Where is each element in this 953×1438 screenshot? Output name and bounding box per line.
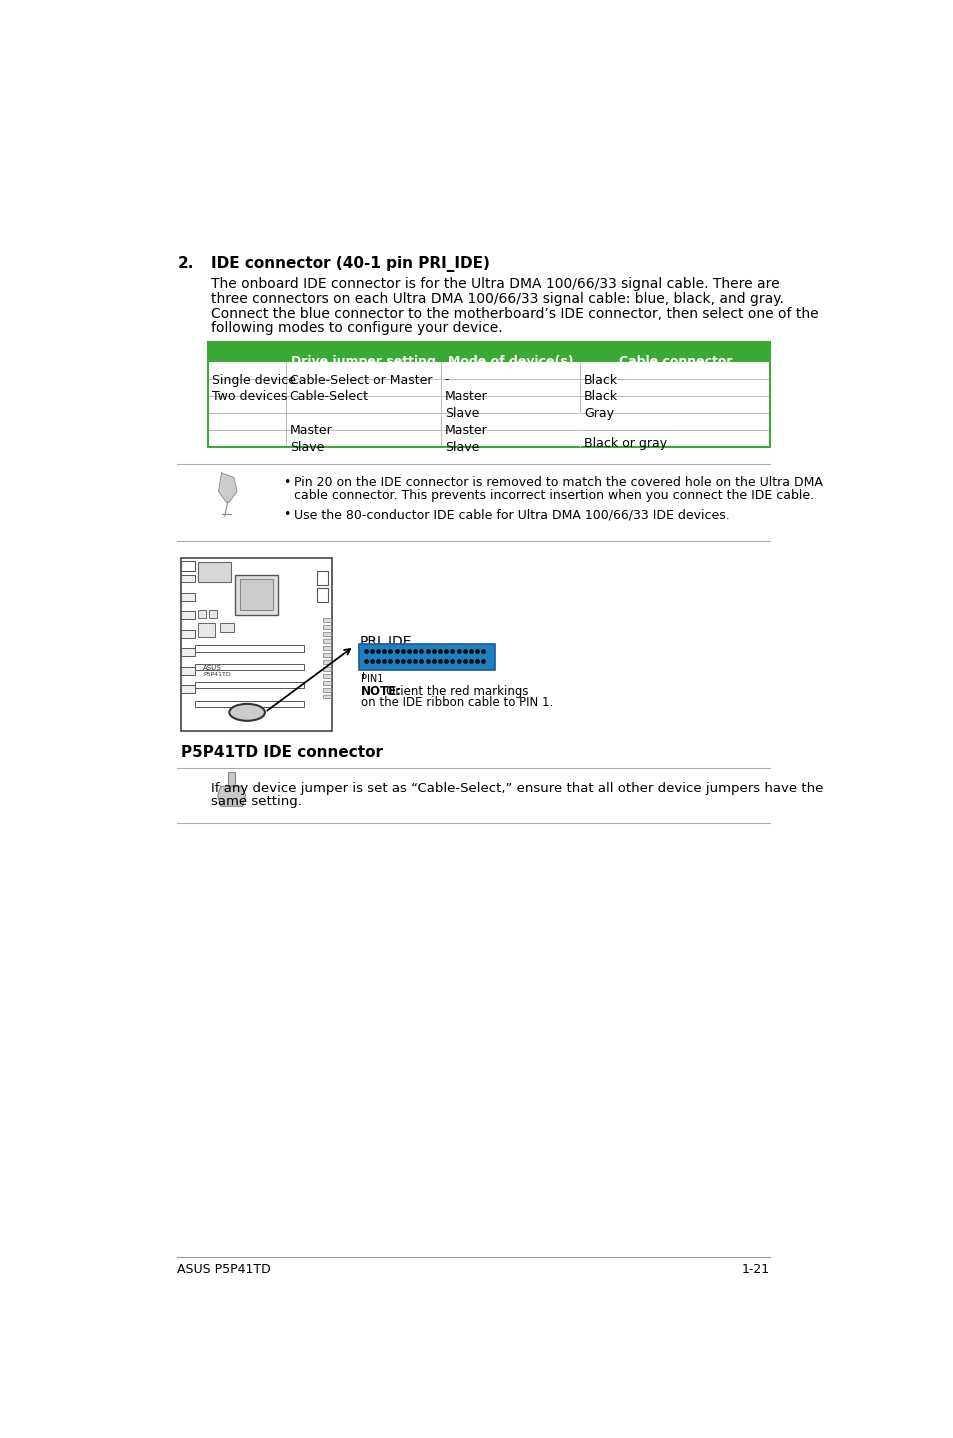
Bar	[323, 687, 331, 692]
Bar	[181, 630, 195, 637]
Text: Mode of device(s): Mode of device(s)	[447, 355, 573, 368]
Text: Master: Master	[444, 391, 487, 404]
Ellipse shape	[229, 703, 265, 720]
Bar	[359, 644, 495, 670]
Polygon shape	[218, 473, 236, 502]
Bar	[323, 695, 331, 699]
Bar	[316, 571, 328, 585]
Text: Gray: Gray	[583, 407, 614, 420]
Text: Cable connector: Cable connector	[618, 355, 731, 368]
Text: Use the 80-conductor IDE cable for Ultra DMA 100/66/33 IDE devices.: Use the 80-conductor IDE cable for Ultra…	[294, 508, 729, 522]
Text: same setting.: same setting.	[211, 795, 301, 808]
Bar	[181, 667, 195, 674]
Bar	[323, 674, 331, 677]
Text: Black: Black	[583, 391, 618, 404]
Bar	[323, 680, 331, 684]
Bar	[195, 682, 303, 689]
Bar	[579, 413, 580, 447]
Bar	[195, 646, 303, 651]
Text: Black or gray: Black or gray	[583, 437, 667, 450]
Text: Slave: Slave	[444, 441, 478, 454]
Text: Black: Black	[583, 374, 618, 387]
Bar	[323, 633, 331, 636]
Text: Slave: Slave	[444, 407, 478, 420]
Bar	[181, 558, 332, 731]
Bar	[235, 575, 278, 614]
Text: PIN1: PIN1	[360, 674, 383, 684]
Text: ASUS P5P41TD: ASUS P5P41TD	[177, 1263, 271, 1276]
Text: 1-21: 1-21	[741, 1263, 769, 1276]
Bar	[323, 667, 331, 670]
Bar	[181, 686, 195, 693]
Bar	[323, 646, 331, 650]
Text: NOTE:: NOTE:	[360, 686, 401, 699]
Polygon shape	[217, 787, 245, 807]
Bar	[181, 592, 195, 601]
Bar	[323, 626, 331, 630]
Bar	[198, 610, 206, 617]
Bar	[323, 660, 331, 664]
Text: on the IDE ribbon cable to PIN 1.: on the IDE ribbon cable to PIN 1.	[360, 696, 553, 709]
Bar	[208, 342, 769, 447]
Bar	[195, 700, 303, 707]
Text: The onboard IDE connector is for the Ultra DMA 100/66/33 signal cable. There are: The onboard IDE connector is for the Ult…	[211, 278, 779, 292]
Bar	[323, 638, 331, 643]
Text: PRI_IDE: PRI_IDE	[359, 634, 412, 649]
Bar	[181, 575, 195, 582]
Text: Orient the red markings: Orient the red markings	[385, 686, 528, 699]
Text: ASUS: ASUS	[203, 666, 221, 672]
Text: •: •	[282, 476, 290, 489]
Text: following modes to configure your device.: following modes to configure your device…	[211, 321, 502, 335]
Text: Master: Master	[444, 424, 487, 437]
Bar	[195, 664, 303, 670]
Bar	[316, 588, 328, 603]
Bar	[198, 562, 231, 582]
Bar	[181, 561, 195, 571]
Text: Connect the blue connector to the motherboard’s IDE connector, then select one o: Connect the blue connector to the mother…	[211, 306, 818, 321]
Text: Pin 20 on the IDE connector is removed to match the covered hole on the Ultra DM: Pin 20 on the IDE connector is removed t…	[294, 476, 821, 489]
Bar	[323, 618, 331, 623]
Bar	[198, 623, 215, 637]
Text: Two devices: Two devices	[212, 391, 287, 404]
Text: cable connector. This prevents incorrect insertion when you connect the IDE cabl: cable connector. This prevents incorrect…	[294, 489, 813, 502]
Text: P5P41TD IDE connector: P5P41TD IDE connector	[181, 745, 383, 759]
Text: IDE connector (40-1 pin PRI_IDE): IDE connector (40-1 pin PRI_IDE)	[211, 256, 489, 272]
Text: Cable-Select: Cable-Select	[290, 391, 369, 404]
Bar	[240, 580, 274, 610]
Polygon shape	[228, 772, 235, 787]
Text: •: •	[282, 508, 290, 522]
Text: -: -	[444, 374, 449, 387]
Text: Cable-Select or Master: Cable-Select or Master	[290, 374, 432, 387]
Text: If any device jumper is set as “Cable-Select,” ensure that all other device jump: If any device jumper is set as “Cable-Se…	[211, 782, 822, 795]
Text: Master: Master	[290, 424, 333, 437]
Bar	[220, 623, 233, 633]
Text: three connectors on each Ultra DMA 100/66/33 signal cable: blue, black, and gray: three connectors on each Ultra DMA 100/6…	[211, 292, 782, 306]
Bar	[208, 342, 769, 362]
Text: Single device: Single device	[212, 374, 296, 387]
Bar	[209, 610, 216, 617]
Text: Drive jumper setting: Drive jumper setting	[291, 355, 436, 368]
Bar	[181, 649, 195, 656]
Bar	[323, 653, 331, 657]
Bar	[181, 611, 195, 620]
Text: P5P41TD: P5P41TD	[203, 672, 231, 676]
Text: 2.: 2.	[177, 256, 193, 270]
Text: Slave: Slave	[290, 441, 324, 454]
